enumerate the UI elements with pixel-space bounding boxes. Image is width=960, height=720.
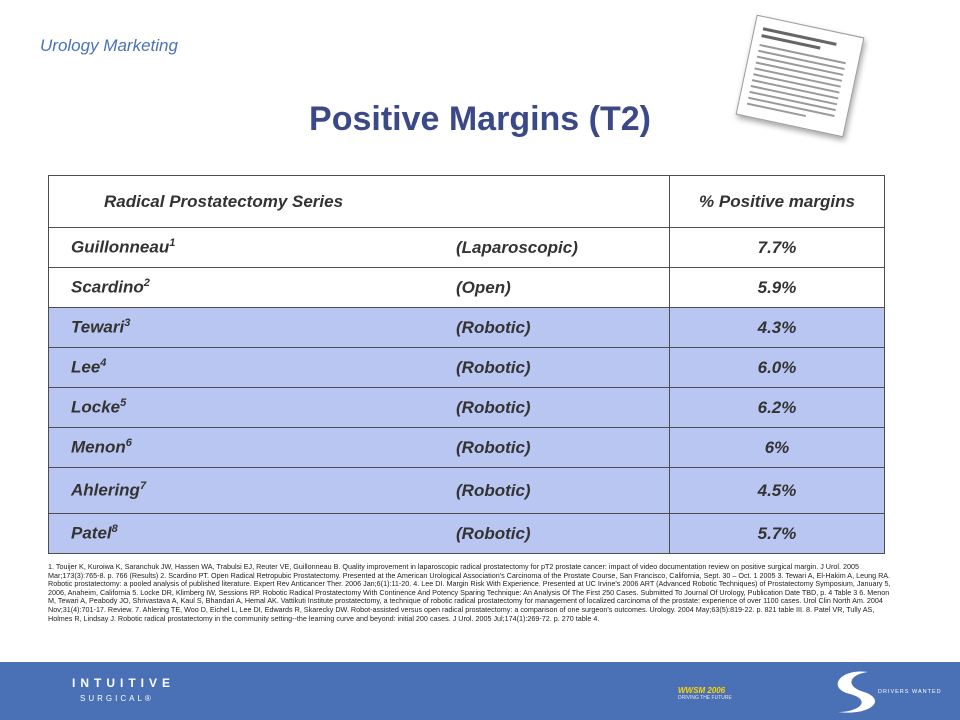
approach-cell: (Laparoscopic) (452, 227, 670, 268)
event-logo: WWSM 2006 (678, 686, 726, 695)
reference-number: 5 (120, 397, 127, 410)
reference-number: 7 (139, 480, 147, 493)
series-name: Ahlering (71, 480, 140, 500)
series-name-cell: Menon6 (48, 427, 452, 468)
series-name: Locke (71, 397, 121, 417)
positive-margin-value: 4.5% (669, 467, 885, 514)
series-name-cell: Tewari3 (48, 307, 452, 348)
intuitive-logo: INTUITIVE (72, 676, 176, 690)
approach-cell: (Robotic) (452, 347, 670, 388)
table-row: Tewari3 (Robotic) 4.3% (48, 307, 885, 348)
approach-cell: (Open) (452, 267, 670, 308)
positive-margin-value: 6.2% (669, 387, 885, 428)
series-name: Menon (71, 437, 126, 457)
reference-number: 6 (125, 437, 132, 450)
approach-cell: (Robotic) (452, 467, 670, 514)
series-name-cell: Guillonneau1 (48, 227, 452, 268)
series-name-cell: Lee4 (48, 347, 452, 388)
event-logo-sub: DRIVING THE FUTURE (678, 695, 732, 701)
positive-margin-value: 7.7% (669, 227, 885, 268)
table-row: Menon6 (Robotic) 6% (48, 427, 885, 468)
table-row: Ahlering7 (Robotic) 4.5% (48, 467, 885, 514)
positive-margin-value: 6% (669, 427, 885, 468)
reference-number: 3 (124, 317, 131, 330)
series-name-cell: Patel8 (48, 513, 452, 554)
reference-number: 8 (111, 523, 118, 536)
positive-margin-value: 5.7% (669, 513, 885, 554)
series-name: Scardino (71, 277, 144, 297)
series-name: Lee (71, 357, 101, 377)
approach-cell: (Robotic) (452, 307, 670, 348)
positive-margin-value: 6.0% (669, 347, 885, 388)
table-row: Locke5 (Robotic) 6.2% (48, 387, 885, 428)
intuitive-logo-sub: SURGICAL® (80, 694, 154, 703)
table-row: Lee4 (Robotic) 6.0% (48, 347, 885, 388)
table-row: Guillonneau1 (Laparoscopic) 7.7% (48, 227, 885, 268)
reference-number: 4 (100, 357, 107, 370)
section-label: Urology Marketing (40, 36, 178, 55)
page-title: Positive Margins (T2) (309, 100, 651, 138)
series-name: Patel (71, 523, 112, 543)
reference-number: 2 (143, 277, 150, 290)
approach-cell: (Robotic) (452, 387, 670, 428)
header-positive-margins: % Positive margins (669, 175, 885, 228)
series-name-cell: Locke5 (48, 387, 452, 428)
swoosh-logo-icon (837, 671, 876, 713)
approach-cell: (Robotic) (452, 427, 670, 468)
references: 1. Touijer K, Kuroiwa K, Saranchuk JW, H… (48, 562, 891, 623)
table-row: Scardino2 (Open) 5.9% (48, 267, 885, 308)
positive-margin-value: 5.9% (669, 267, 885, 308)
table-header-row: Radical Prostatectomy Series % Positive … (48, 175, 885, 228)
reference-number: 1 (169, 237, 176, 250)
tagline: DRIVERS WANTED (878, 689, 942, 695)
series-name: Guillonneau (71, 237, 170, 257)
series-name-cell: Ahlering7 (48, 467, 452, 514)
positive-margins-table: Radical Prostatectomy Series % Positive … (48, 175, 885, 554)
footer-bar: INTUITIVE SURGICAL® WWSM 2006 DRIVING TH… (0, 662, 960, 720)
table-row: Patel8 (Robotic) 5.7% (48, 513, 885, 554)
series-name-cell: Scardino2 (48, 267, 452, 308)
header-series: Radical Prostatectomy Series (48, 175, 670, 228)
positive-margin-value: 4.3% (669, 307, 885, 348)
series-name: Tewari (71, 317, 125, 337)
approach-cell: (Robotic) (452, 513, 670, 554)
